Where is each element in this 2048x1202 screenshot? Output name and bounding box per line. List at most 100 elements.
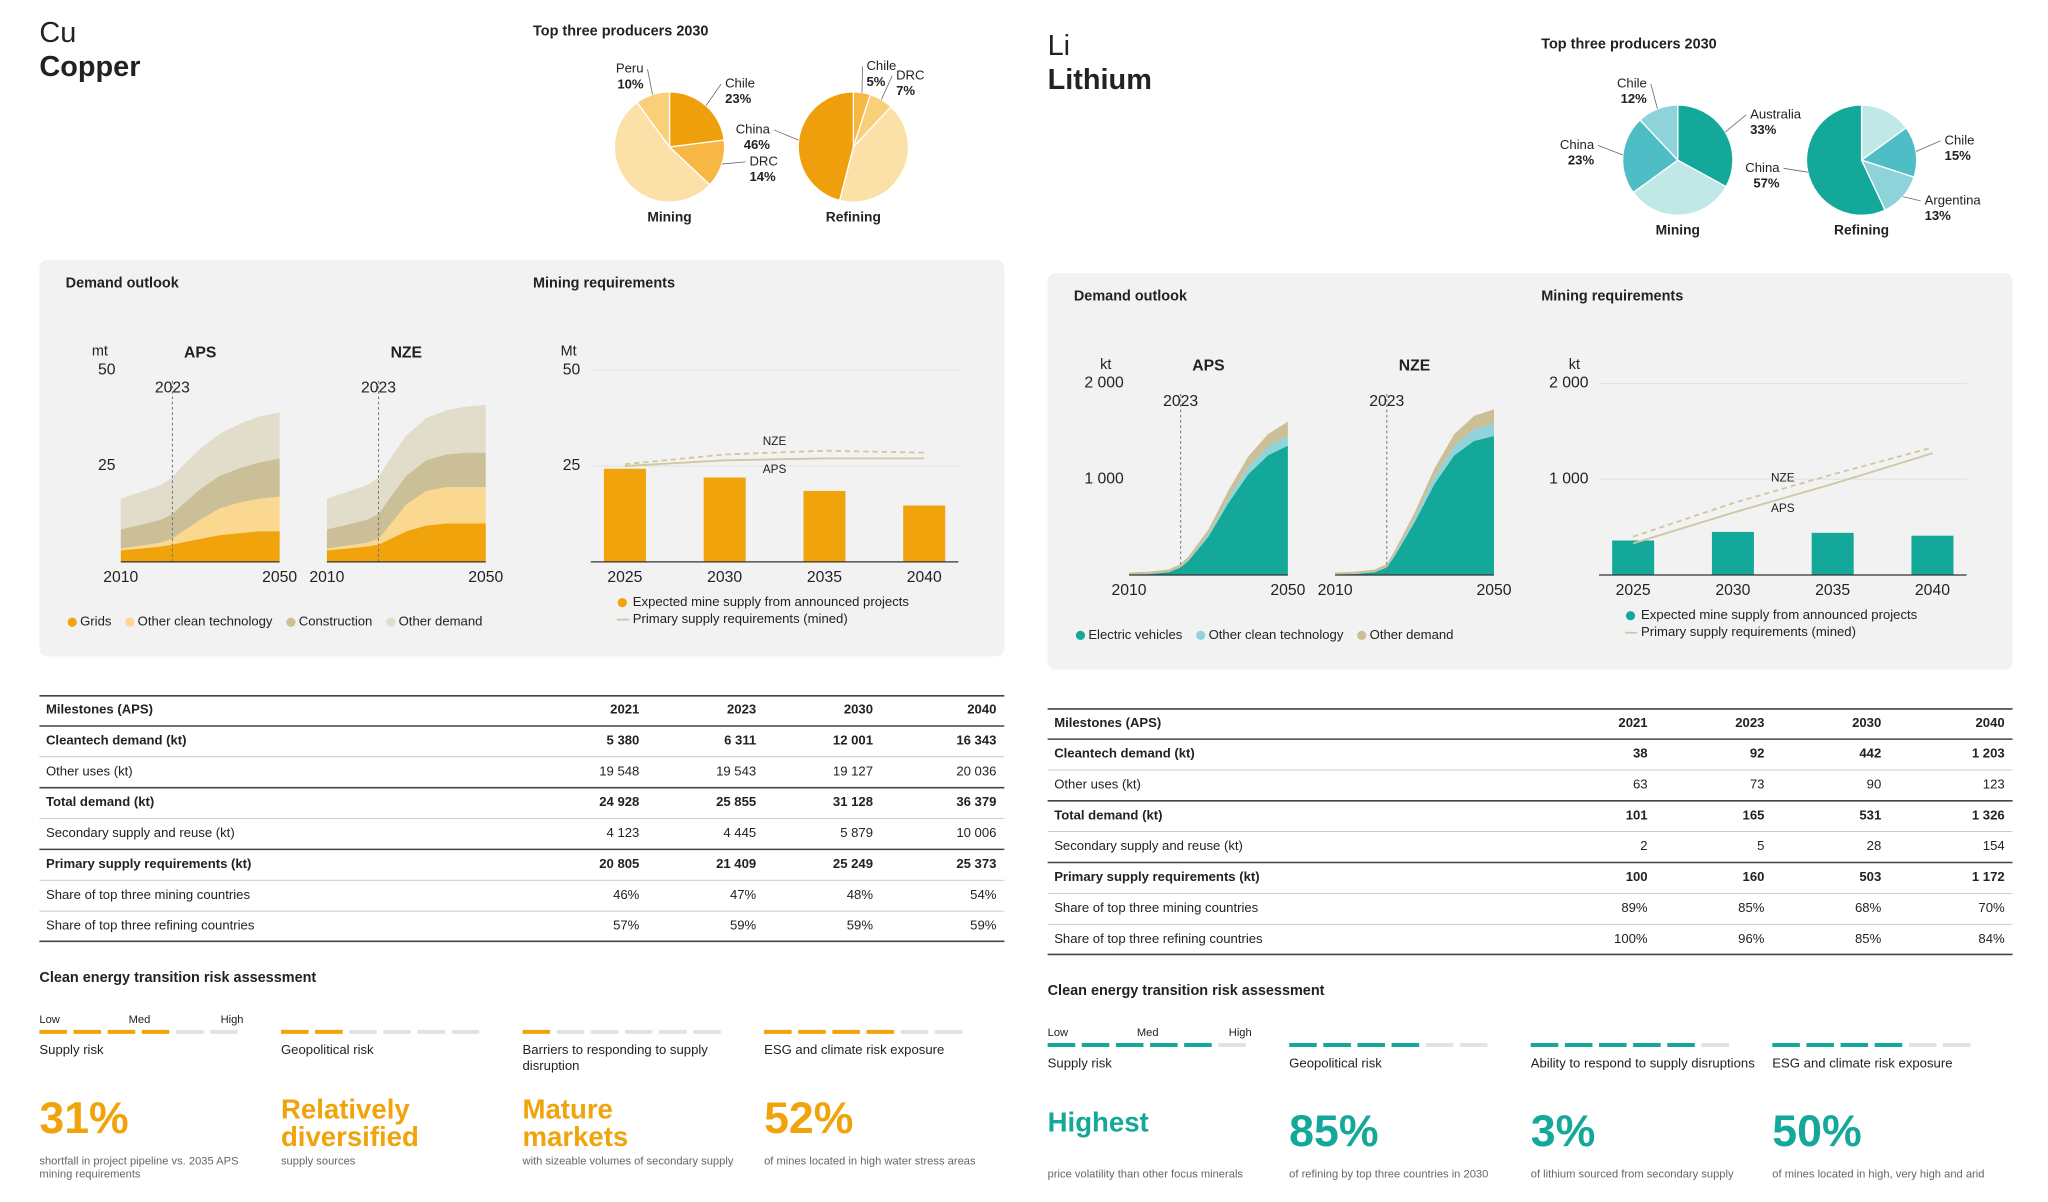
risk-label: ESG and climate risk exposure <box>1772 1056 1953 1072</box>
x-tick-label: 2010 <box>1318 582 1353 599</box>
scenario-title: APS <box>1192 357 1224 374</box>
pie-slice-name: Chile <box>1617 75 1647 90</box>
requirement-line <box>624 449 925 466</box>
mineral-symbol: Cu <box>39 17 76 49</box>
chart-panel <box>39 259 1005 657</box>
pie-slice-label: 46% <box>744 137 771 152</box>
bar <box>1811 532 1854 576</box>
pie-leader <box>1724 114 1747 133</box>
legend-swatch <box>617 597 627 608</box>
x-tick-label: 2010 <box>1112 582 1147 599</box>
scenario-title: NZE <box>391 344 423 361</box>
risk-value-box: Relatively diversified <box>281 1096 419 1151</box>
legend-label: Other clean technology <box>1209 627 1344 642</box>
risk-value-box: 52% <box>764 1096 853 1141</box>
table-cell: 25 249 <box>833 856 873 871</box>
table-cell: 85% <box>1738 900 1765 915</box>
area-layer <box>1129 445 1288 576</box>
y-tick-label: 1 000 <box>1549 470 1589 487</box>
pie-label: Mining <box>1656 223 1700 238</box>
risk-label: Barriers to responding to supply disrupt… <box>522 1043 708 1074</box>
bar <box>1612 540 1655 576</box>
year-marker-label: 2023 <box>1163 393 1198 410</box>
table-cell: 25 373 <box>956 856 996 871</box>
area-layer <box>120 496 280 551</box>
table-cell: 46% <box>613 887 640 902</box>
table-cell: 59% <box>847 918 874 933</box>
area-layer <box>120 412 280 530</box>
table-cell: 84% <box>1978 931 2005 946</box>
mineral-symbol: Li <box>1048 30 1070 62</box>
table-cell: 20 805 <box>599 856 639 871</box>
y-unit: mt <box>92 344 108 360</box>
pie-leader <box>647 69 653 95</box>
table-cell: 12 001 <box>833 733 873 748</box>
table-cell: 1 203 <box>1972 746 2005 761</box>
risk-scale-label: Low <box>39 1014 60 1026</box>
table-cell: 19 548 <box>599 763 639 778</box>
legend-label: Electric vehicles <box>1088 627 1182 642</box>
pie-slice <box>668 91 725 148</box>
demand-title: Demand outlook <box>66 275 180 291</box>
table-cell: 36 379 <box>956 794 996 809</box>
legend-label: Expected mine supply from announced proj… <box>633 594 910 609</box>
risk-value-box: Mature markets <box>522 1096 629 1153</box>
table-cell: 100 <box>1626 869 1648 884</box>
risk-value: Mature markets <box>522 1096 629 1153</box>
area-layer <box>1335 423 1494 575</box>
table-cell: 154 <box>1983 838 2005 853</box>
table-header: 2023 <box>727 702 756 717</box>
risk-note: supply sources <box>280 1155 356 1168</box>
legend-label: Primary supply requirements (mined) <box>633 611 848 626</box>
bar <box>603 468 646 562</box>
risk-value-box: Highest <box>1048 1109 1149 1137</box>
x-tick-label: 2050 <box>1270 582 1305 599</box>
table-cell: 48% <box>847 887 874 902</box>
pie-slice <box>838 105 910 203</box>
pie-leader <box>721 161 746 165</box>
table-cell: 73 <box>1750 777 1765 792</box>
pie-slice-label: 5% <box>866 74 885 89</box>
pie-slice-label: 23% <box>725 91 752 106</box>
area-layer <box>1335 409 1494 575</box>
risk-note: of refining by top three countries in 20… <box>1289 1168 1489 1181</box>
pie-leader <box>1597 144 1624 156</box>
risk-label-box: ESG and climate risk exposure <box>764 1044 944 1058</box>
risk-scale-label: High <box>221 1014 244 1026</box>
legend-label: Expected mine supply from announced proj… <box>1641 607 1918 622</box>
table-header: 2030 <box>1852 715 1881 730</box>
pie-slice-label: 57% <box>1753 176 1780 191</box>
pie-slice-name: Peru <box>616 61 644 76</box>
y-unit: Mt <box>561 344 577 360</box>
table-cell: Other uses (kt) <box>1054 777 1141 792</box>
chart-panel <box>1047 273 2013 670</box>
risk-value: 50% <box>1772 1109 1862 1157</box>
table-cell: 19 127 <box>833 763 873 778</box>
pie-slice <box>797 91 854 202</box>
pie-slice-name: Chile <box>725 75 755 90</box>
table-cell: 38 <box>1633 746 1648 761</box>
line-label: NZE <box>763 434 787 448</box>
scenario-title: APS <box>184 344 216 361</box>
table-cell: 10 006 <box>956 825 996 840</box>
x-tick-label: 2040 <box>907 569 942 586</box>
x-tick-label: 2050 <box>1476 582 1511 599</box>
pie-slice <box>1677 104 1734 188</box>
pie-slice <box>1860 104 1908 162</box>
table-cell: 92 <box>1750 746 1765 761</box>
risk-label-box: Geopolitical risk <box>1289 1057 1382 1071</box>
pie-slice-label: 15% <box>1945 148 1972 163</box>
risk-note-box: of lithium sourced from secondary supply <box>1531 1168 1734 1180</box>
risk-note-box: shortfall in project pipeline vs. 2035 A… <box>39 1155 238 1179</box>
requirement-line <box>1632 452 1933 545</box>
table-cell: Primary supply requirements (kt) <box>1054 869 1259 884</box>
pie-slice-label: 13% <box>1925 208 1952 223</box>
pie-slice-name: Chile <box>1945 132 1975 147</box>
risk-value-box: 3% <box>1531 1109 1596 1154</box>
risk-label-box: Supply risk <box>39 1044 103 1058</box>
pie-slice-label: 10% <box>617 76 644 91</box>
area-layer <box>120 531 280 562</box>
y-tick-label: 25 <box>98 457 116 474</box>
pie-slice <box>1622 119 1679 194</box>
